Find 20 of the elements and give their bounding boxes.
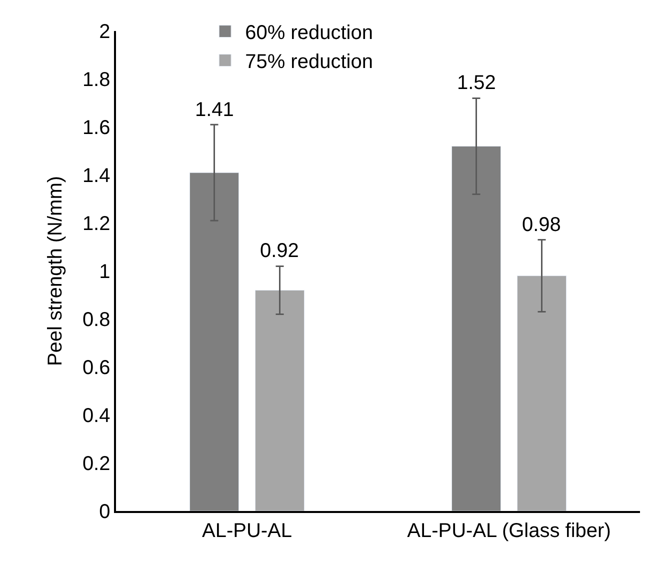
y-tick-label: 0.2 bbox=[82, 453, 110, 475]
x-tick-label: AL-PU-AL (Glass fiber) bbox=[407, 520, 611, 542]
x-tick-label: AL-PU-AL bbox=[202, 520, 292, 542]
data-label: 1.41 bbox=[195, 99, 234, 121]
data-label: 0.98 bbox=[522, 214, 561, 236]
data-label: 0.92 bbox=[260, 240, 299, 262]
y-tick-label: 1.8 bbox=[82, 69, 110, 91]
data-label: 1.52 bbox=[457, 72, 496, 94]
y-axis-title: Peel strength (N/mm) bbox=[44, 176, 66, 366]
y-tick-label: 0.6 bbox=[82, 357, 110, 379]
y-tick-label: 0.4 bbox=[82, 405, 110, 427]
legend-label: 75% reduction bbox=[245, 51, 373, 74]
y-tick-label: 0.8 bbox=[82, 309, 110, 331]
legend-label: 60% reduction bbox=[245, 22, 373, 44]
y-tick-label: 1.6 bbox=[82, 117, 110, 139]
y-tick-label: 2 bbox=[99, 21, 110, 43]
y-tick-label: 1 bbox=[99, 261, 110, 283]
y-tick-label: 1.4 bbox=[82, 165, 110, 187]
y-tick-label: 1.2 bbox=[82, 213, 110, 235]
y-tick-label: 0 bbox=[99, 501, 110, 523]
